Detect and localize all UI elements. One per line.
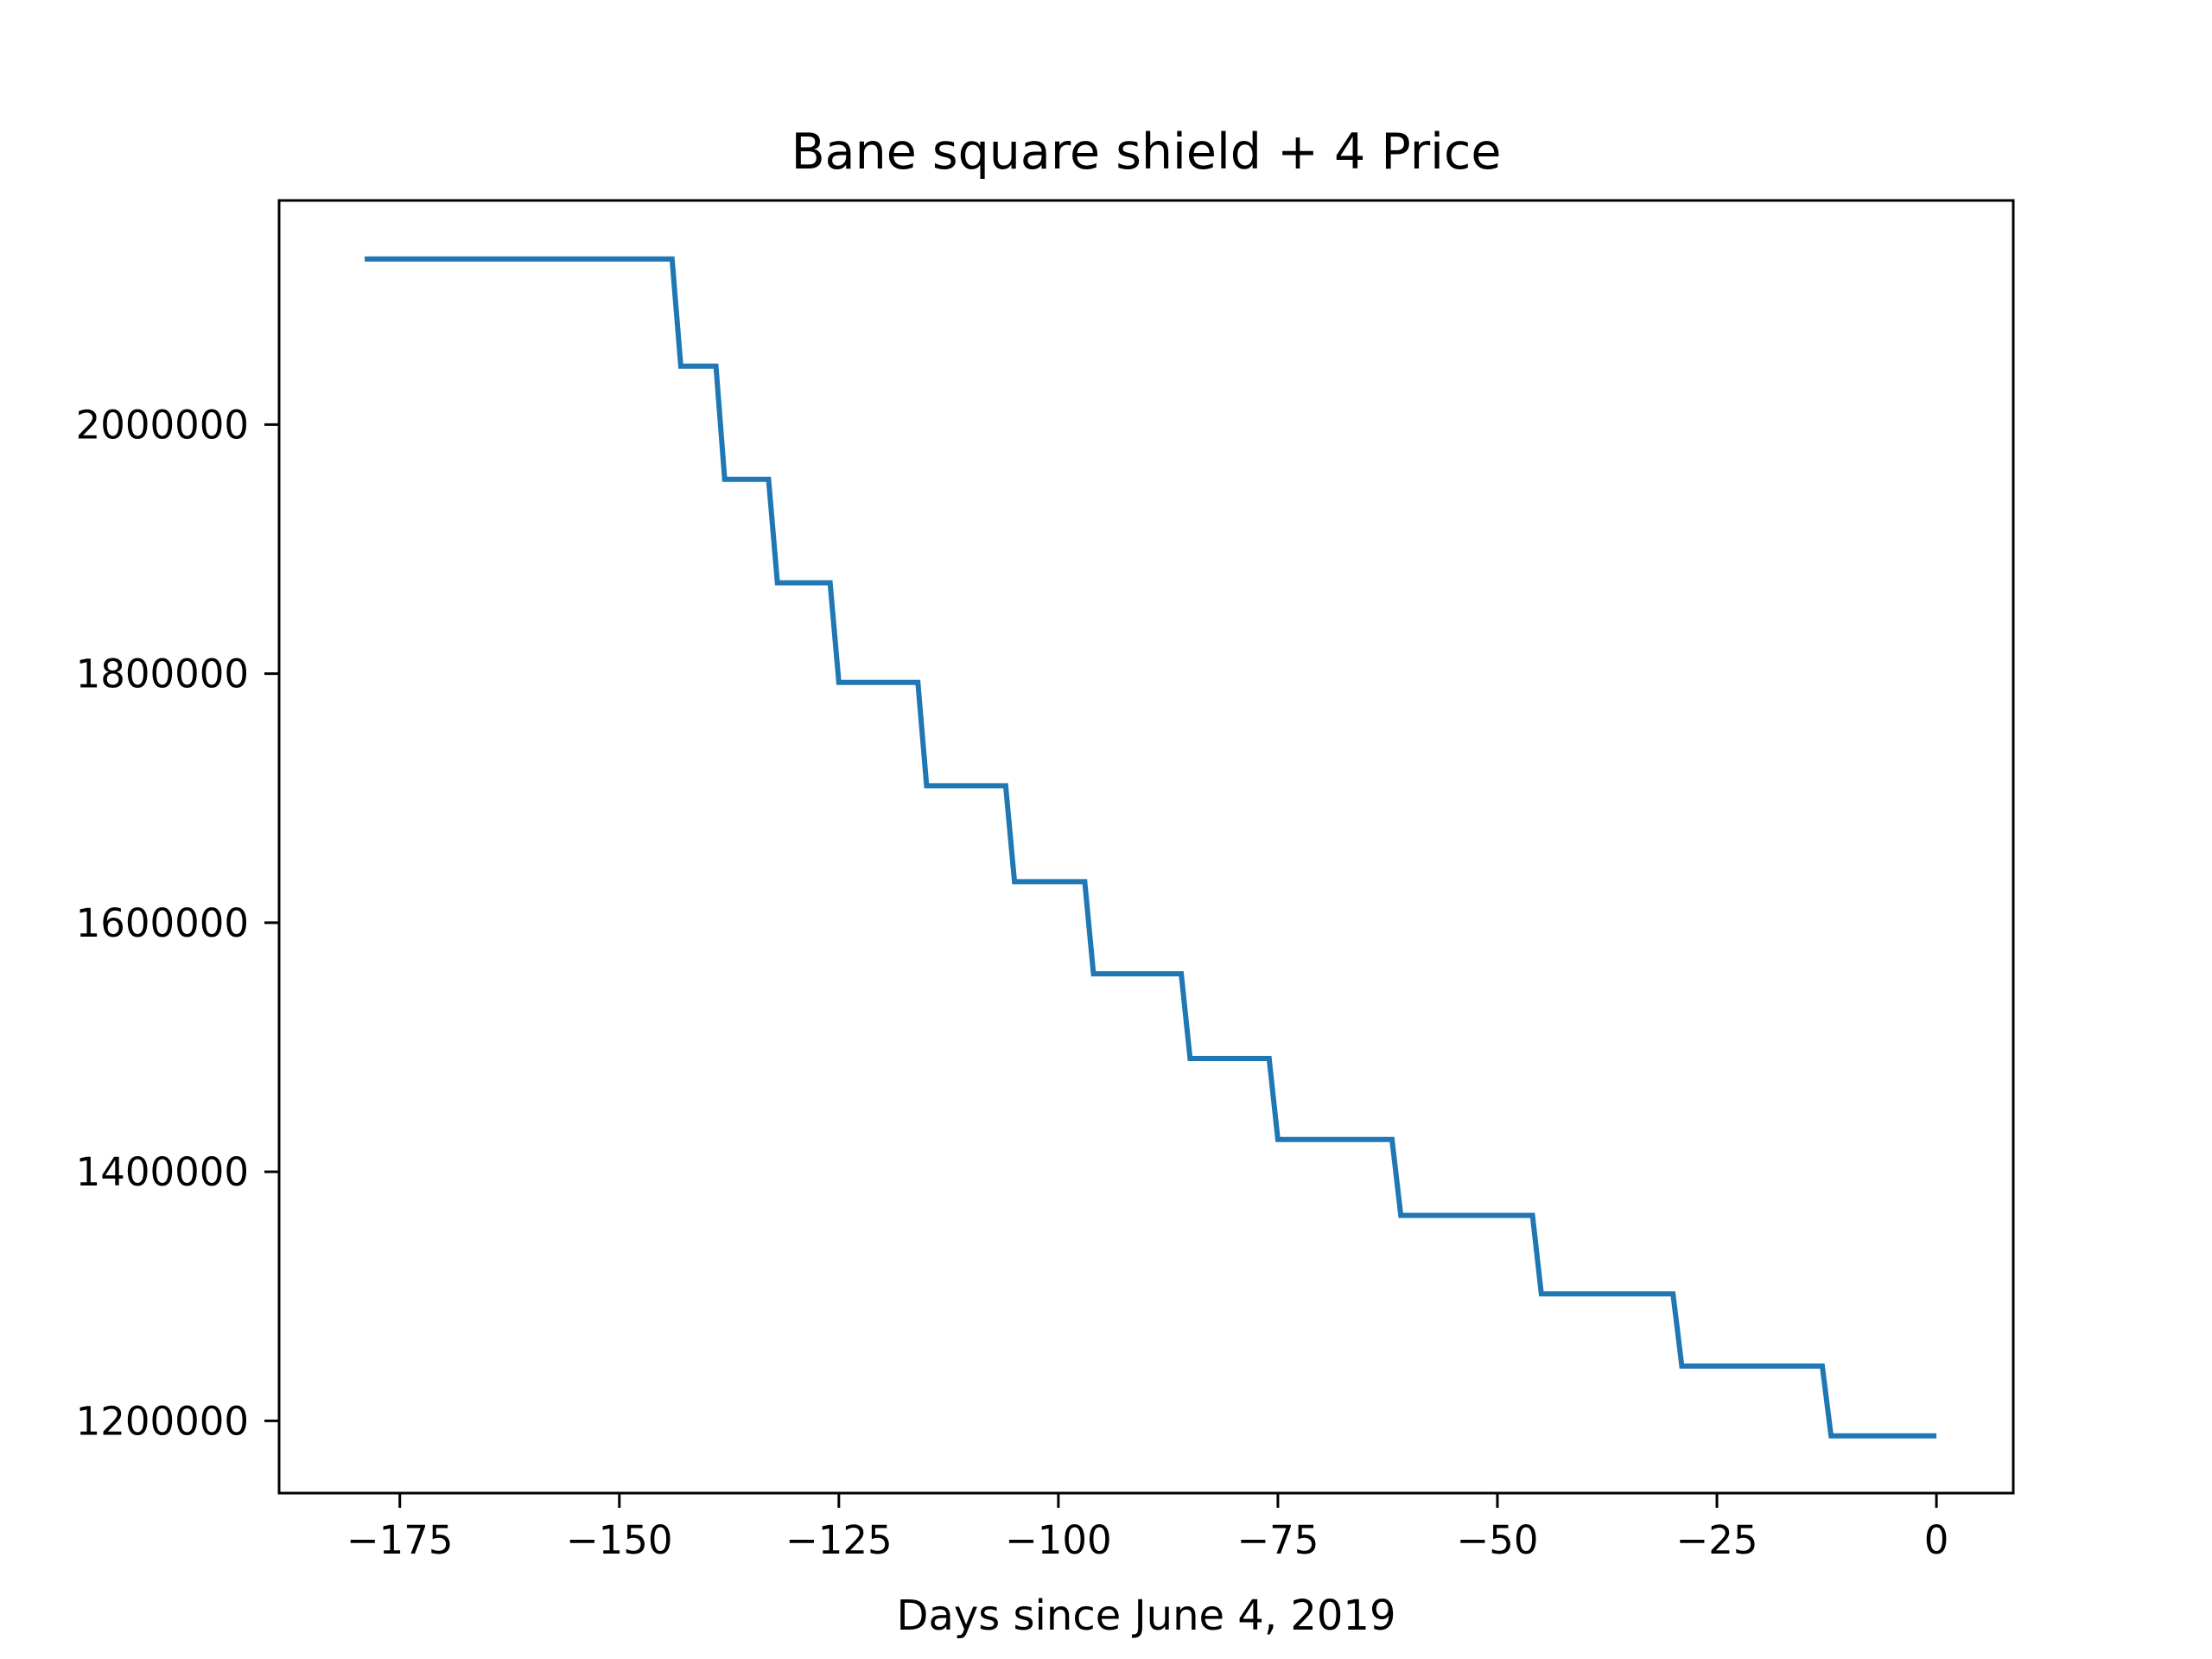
y-axis-ticks: 1200000 1400000 1600000 1800000 2000000 [76, 402, 279, 1444]
x-tick-label: −75 [1236, 1517, 1319, 1563]
x-tick-label: −50 [1456, 1517, 1538, 1563]
x-tick-label: −25 [1676, 1517, 1758, 1563]
y-tick-label: 1400000 [76, 1149, 249, 1195]
plot-frame [277, 199, 2015, 1495]
series-layer [365, 256, 1937, 1439]
x-tick-label: 0 [1924, 1517, 1949, 1563]
y-tick-label: 2000000 [76, 402, 249, 448]
y-tick-label: 1600000 [76, 900, 249, 946]
x-axis-label: Days since June 4, 2019 [897, 1592, 1396, 1640]
x-tick-label: −125 [785, 1517, 893, 1563]
x-tick-label: −175 [346, 1517, 454, 1563]
x-tick-label: −100 [1005, 1517, 1112, 1563]
chart-title: Bane square shield + 4 Price [791, 124, 1502, 181]
y-tick-label: 1200000 [76, 1398, 249, 1444]
x-tick-label: −150 [566, 1517, 673, 1563]
x-axis-ticks: −175 −150 −125 −100 −75 −50 −25 0 [346, 1493, 1948, 1563]
y-tick-label: 1800000 [76, 652, 249, 697]
series-line [365, 256, 1937, 1439]
